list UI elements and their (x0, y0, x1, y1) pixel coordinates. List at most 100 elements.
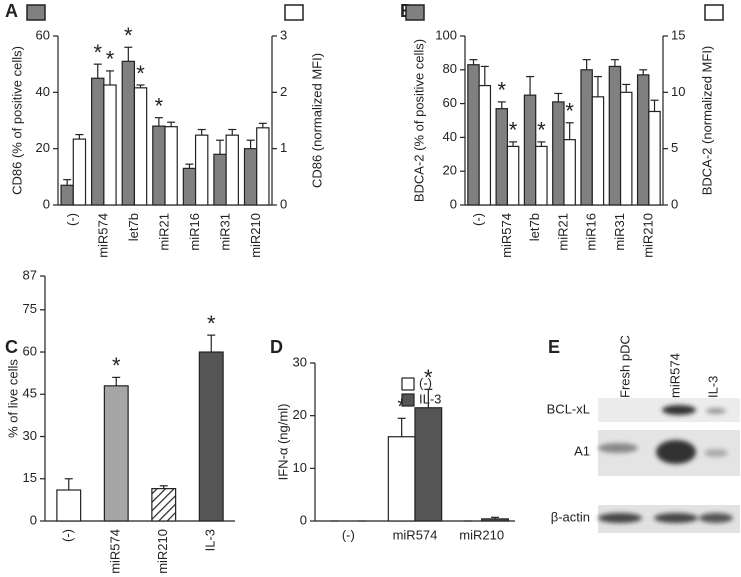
y-tick-label: 60 (23, 343, 37, 358)
y2-tick-label: 3 (280, 27, 287, 42)
blot-bands (598, 405, 733, 523)
x-tick-label: miR21 (156, 213, 171, 251)
x-tick-label: miR210 (248, 213, 263, 258)
bar (60, 184, 74, 206)
significance-mark: * (537, 118, 546, 143)
y-tick-label: 0 (300, 512, 307, 527)
axis-swatch (405, 4, 425, 21)
significance-mark: * (124, 23, 133, 48)
significance-mark: * (136, 61, 145, 86)
lane-label: Fresh pDC (617, 335, 632, 398)
y-axis-title: BDCA-2 (% of positive cells) (411, 39, 426, 202)
bar (151, 488, 177, 522)
x-tick-label: miR574 (393, 527, 438, 542)
x-tick-label: miR31 (218, 213, 233, 251)
y-tick-label: 45 (23, 386, 37, 401)
x-tick-label: let7b (126, 213, 141, 241)
x-tick-label: (-) (342, 527, 355, 542)
bar (198, 351, 224, 522)
x-tick-label: miR574 (499, 213, 514, 258)
y-tick-label: 80 (443, 61, 457, 76)
x-tick-label: miR31 (612, 213, 627, 251)
x-tick-label: IL-3 (203, 529, 218, 551)
bar (506, 145, 520, 206)
y-tick-label: 60 (443, 95, 457, 110)
y-tick-label: 15 (23, 470, 37, 485)
bar (580, 69, 593, 206)
y2-tick-label: 10 (671, 84, 685, 99)
y-tick-label: 87 (23, 267, 37, 282)
y2-axis-title: BDCA-2 (normalized MFI) (699, 46, 714, 196)
y-tick-label: 75 (23, 301, 37, 316)
axis-swatch (284, 4, 304, 21)
y-tick-label: 0 (43, 196, 50, 211)
bar (535, 145, 548, 206)
panel-label: A (5, 1, 18, 21)
bar (194, 134, 209, 206)
legend-label: (-) (419, 375, 432, 390)
bar (103, 84, 117, 206)
x-tick-label: miR16 (187, 213, 202, 251)
y2-axis-title: CD86 (normalized MFI) (309, 53, 324, 188)
legend-swatch (401, 377, 415, 391)
bar (414, 407, 443, 522)
y-tick-label: 30 (293, 354, 307, 369)
panel-label: D (270, 337, 283, 357)
y-tick-label: 60 (36, 27, 50, 42)
x-tick-label: miR210 (155, 529, 170, 574)
x-tick-label: miR574 (95, 213, 110, 258)
y-tick-label: 10 (293, 460, 307, 475)
y2-tick-label: 2 (280, 84, 287, 99)
y2-tick-label: 0 (671, 196, 678, 211)
bar (91, 77, 105, 206)
significance-mark: * (112, 353, 121, 378)
bar (225, 134, 239, 206)
bar (182, 167, 197, 206)
bar (619, 91, 633, 206)
bar (608, 65, 622, 206)
significance-mark: * (397, 394, 406, 419)
bar (133, 87, 148, 206)
panel-label: E (548, 337, 560, 357)
bar (387, 436, 416, 522)
y-axis-title: % of live cells (5, 359, 20, 438)
legend-label: IL-3 (419, 391, 441, 406)
y-tick-label: 100 (435, 27, 457, 42)
significance-mark: * (155, 93, 164, 118)
x-tick-label: miR21 (555, 213, 570, 251)
row-label: β-actin (551, 509, 590, 524)
y-tick-label: 40 (443, 129, 457, 144)
bar (243, 148, 258, 206)
y-tick-label: 40 (36, 84, 50, 99)
y-tick-label: 20 (36, 140, 50, 155)
row-label: A1 (574, 443, 590, 458)
lane-label: miR574 (667, 353, 682, 398)
blot-panel: E Fresh pDC miR574 IL-3 BCL-xL A1 β-acti… (547, 335, 740, 533)
bar (552, 101, 565, 206)
significance-mark: * (565, 99, 574, 124)
x-tick-label: miR210 (459, 527, 504, 542)
y-tick-label: 30 (23, 428, 37, 443)
bar (563, 139, 576, 206)
y-axis-title: CD86 (% of positive cells) (9, 46, 24, 195)
y-tick-label: 20 (293, 407, 307, 422)
y-tick-label: 20 (443, 163, 457, 178)
axis-swatch (26, 4, 46, 21)
axis-swatch (704, 4, 724, 21)
significance-mark: * (106, 47, 115, 72)
y-tick-label: 0 (30, 512, 37, 527)
legend-swatch (401, 393, 415, 407)
bar (56, 489, 82, 522)
significance-mark: * (424, 365, 433, 390)
bar (591, 96, 605, 206)
x-tick-label: (-) (471, 213, 486, 226)
bar (636, 74, 650, 206)
x-tick-label: miR16 (584, 213, 599, 251)
bar (495, 108, 509, 206)
y2-tick-label: 15 (671, 27, 685, 42)
x-tick-label: let7b (527, 213, 542, 241)
x-tick-label: (-) (60, 529, 75, 542)
y-axis-title: IFN-α (ng/ml) (275, 404, 290, 481)
bar (213, 153, 227, 206)
